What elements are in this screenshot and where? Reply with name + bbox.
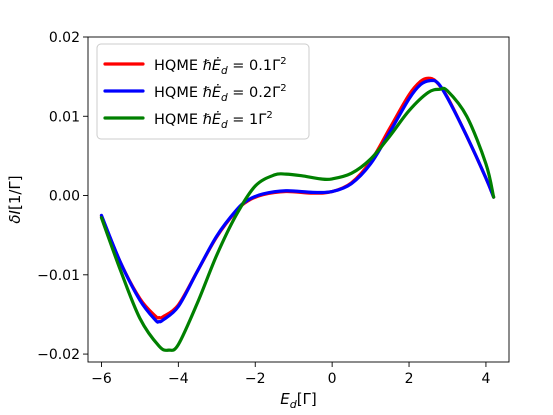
x-tick-label: −4	[168, 371, 189, 387]
x-axis-label-unit: [Γ]	[297, 390, 317, 408]
y-axis-label-unit: [1/Γ]	[6, 175, 24, 210]
x-tick-label: 2	[405, 371, 414, 387]
y-axis-label-main: δI	[6, 209, 24, 223]
y-axis-label: δI[1/Γ]	[6, 175, 24, 223]
legend-label: HQME ℏĖd = 0.2Γ2	[154, 83, 287, 104]
legend-subscript: d	[221, 92, 228, 104]
legend-gamma: Γ	[272, 85, 280, 101]
legend-prefix: HQME	[154, 112, 203, 128]
legend-hbar: ℏ	[203, 112, 212, 128]
legend-gamma: Γ	[272, 58, 280, 74]
legend-superscript: 2	[280, 56, 286, 67]
legend-rate: 1	[249, 112, 258, 128]
legend-edot: Ė	[212, 110, 222, 128]
legend-superscript: 2	[280, 83, 286, 94]
legend-prefix: HQME	[154, 58, 203, 74]
legend-prefix: HQME	[154, 85, 203, 101]
legend-equals: =	[228, 85, 249, 101]
legend-label: HQME ℏĖd = 1Γ2	[154, 110, 273, 131]
y-tick-label: 0.02	[49, 30, 80, 46]
legend-label: HQME ℏĖd = 0.1Γ2	[154, 56, 287, 77]
y-tick-label: −0.01	[37, 268, 80, 284]
legend-rate: 0.2	[249, 85, 272, 101]
legend-edot: Ė	[212, 56, 222, 74]
legend-hbar: ℏ	[203, 85, 212, 101]
legend-gamma: Γ	[258, 112, 266, 128]
x-ticks: −6 −4 −2 0 2 4	[91, 362, 490, 387]
legend-box	[96, 43, 310, 140]
legend-edot: Ė	[212, 83, 222, 101]
y-ticks: −0.02 −0.01 0.00 0.01 0.02	[37, 30, 88, 363]
series-group	[99, 76, 496, 352]
legend-hbar: ℏ	[203, 58, 212, 74]
x-axis-label: Ed[Γ]	[280, 390, 317, 411]
x-tick-label: 0	[328, 371, 337, 387]
y-tick-label: 0.01	[49, 109, 80, 125]
y-tick-label: −0.02	[37, 347, 80, 363]
series-line-3	[99, 86, 496, 352]
x-tick-label: −6	[91, 371, 112, 387]
series-line-2	[99, 78, 496, 324]
legend-equals: =	[228, 58, 249, 74]
legend-subscript: d	[221, 65, 228, 77]
legend-equals: =	[228, 112, 249, 128]
legend-superscript: 2	[266, 110, 272, 121]
x-tick-label: −2	[245, 371, 266, 387]
x-tick-label: 4	[481, 371, 490, 387]
legend-subscript: d	[221, 119, 228, 131]
y-tick-label: 0.00	[49, 189, 80, 205]
x-axis-label-subscript: d	[290, 398, 298, 411]
axes-frame	[87, 36, 510, 363]
legend-rate: 0.1	[249, 58, 272, 74]
x-axis-label-main: E	[280, 390, 290, 408]
